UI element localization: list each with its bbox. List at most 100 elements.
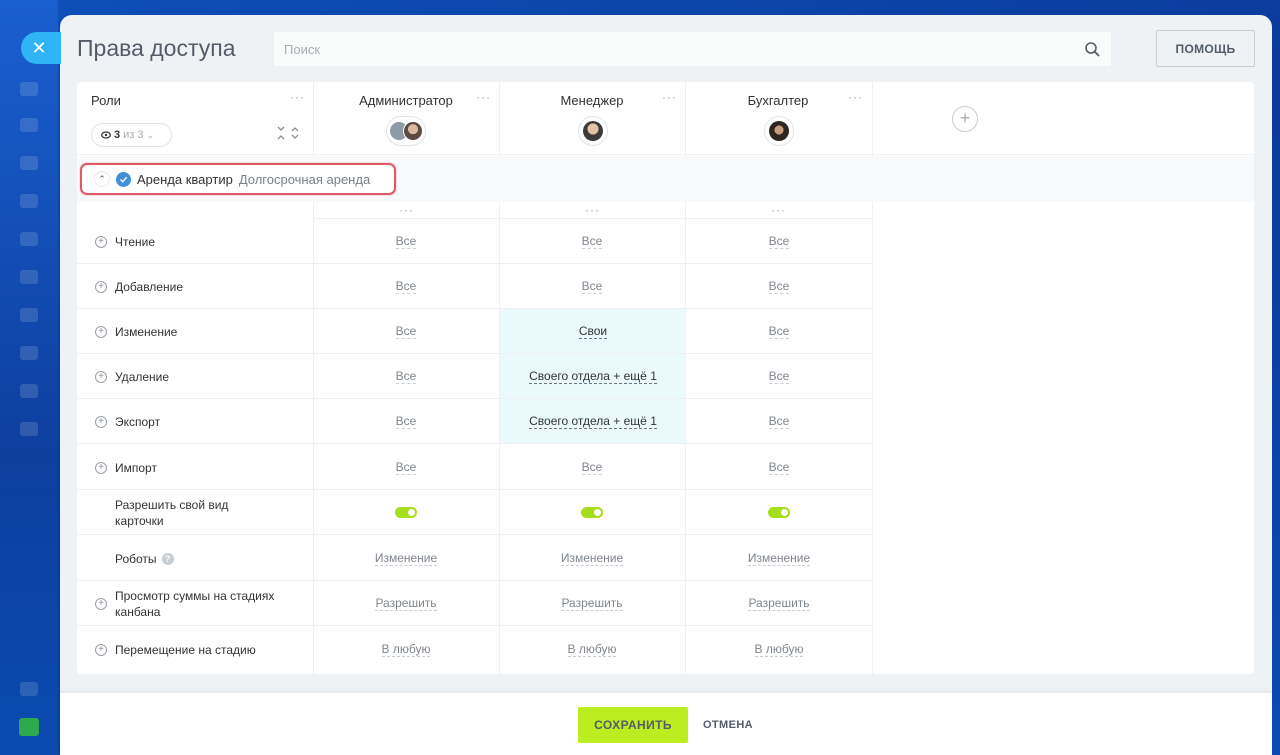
permission-row-move-stage: + Перемещение на стадию В любую В любую … <box>77 627 872 672</box>
expand-plus-icon[interactable]: + <box>95 415 107 428</box>
chevron-up-icon[interactable]: ⌃ <box>94 171 110 187</box>
permission-cell[interactable]: Все <box>768 413 790 429</box>
add-role-button[interactable]: + <box>952 106 978 132</box>
toggle-switch-on[interactable] <box>581 506 603 518</box>
permission-cell[interactable]: Все <box>768 459 790 475</box>
expand-plus-icon[interactable]: + <box>95 461 107 474</box>
role-name-accountant[interactable]: Бухгалтер <box>747 93 809 108</box>
permissions-table: Роли ··· 3 из 3 ⌄ Администратор ··· <box>77 82 1254 674</box>
section-role-more-icon[interactable]: ··· <box>771 203 786 217</box>
role-more-icon[interactable]: ··· <box>662 90 677 104</box>
permission-row-custom-card: Разрешить свой вид карточки <box>77 490 872 535</box>
permission-label: + Просмотр суммы на стадиях канбана <box>77 581 313 626</box>
permission-cell[interactable]: В любую <box>754 641 804 657</box>
search-icon[interactable] <box>1084 41 1101 58</box>
role-name-manager[interactable]: Менеджер <box>560 93 624 108</box>
cancel-button[interactable]: ОТМЕНА <box>696 707 760 743</box>
expand-plus-icon[interactable]: + <box>95 643 107 656</box>
permission-cell[interactable]: Разрешить <box>748 595 810 611</box>
toggle-switch-on[interactable] <box>768 506 790 518</box>
permission-row-edit: + Изменение Все Свои Все <box>77 309 872 354</box>
sidebar-icon <box>20 384 38 398</box>
permission-row-delete: + Удаление Все Своего отдела + ещё 1 Все <box>77 354 872 399</box>
crm-entity-icon <box>116 171 131 187</box>
permission-cell[interactable]: Все <box>581 278 603 294</box>
sidebar-icon <box>20 194 38 208</box>
sidebar-icon <box>20 82 38 96</box>
permission-cell[interactable]: Разрешить <box>375 595 437 611</box>
toggle-switch-on[interactable] <box>395 506 417 518</box>
page-title: Права доступа <box>77 35 236 61</box>
close-slider-button[interactable]: ✕ <box>21 32 61 64</box>
toggle-cell[interactable] <box>313 490 499 534</box>
permission-cell[interactable]: Все <box>395 278 417 294</box>
expand-plus-icon[interactable]: + <box>95 280 107 293</box>
user-avatar <box>769 121 789 141</box>
crm-section-header[interactable]: ⌃ Аренда квартир Долгосрочная аренда <box>80 163 396 195</box>
toggle-cell[interactable] <box>686 490 872 534</box>
permission-cell[interactable]: Все <box>395 368 417 384</box>
search-input[interactable] <box>274 32 1054 66</box>
section-title: Аренда квартир <box>137 171 233 187</box>
permission-cell[interactable]: Все <box>395 413 417 429</box>
permission-cell[interactable]: Все <box>768 278 790 294</box>
expand-plus-icon[interactable]: + <box>95 370 107 383</box>
permission-cell-changed[interactable]: Своего отдела + ещё 1 <box>500 354 686 398</box>
permission-cell[interactable]: В любую <box>567 641 617 657</box>
expand-plus-icon[interactable]: + <box>95 597 107 610</box>
section-role-more-icon[interactable]: ··· <box>399 203 414 217</box>
role-name-administrator[interactable]: Администратор <box>359 93 453 108</box>
permission-cell[interactable]: Все <box>768 323 790 339</box>
permission-cell-changed[interactable]: Своего отдела + ещё 1 <box>500 399 686 443</box>
panel-header: Права доступа ПОМОЩЬ <box>60 15 1272 81</box>
roles-more-icon[interactable]: ··· <box>290 90 305 104</box>
permission-cell[interactable]: Все <box>395 323 417 339</box>
permission-row-robots: Роботы ? Изменение Изменение Изменение <box>77 536 872 581</box>
collapse-rows-icon[interactable] <box>276 126 286 140</box>
role-more-icon[interactable]: ··· <box>476 90 491 104</box>
help-question-icon[interactable]: ? <box>161 552 174 565</box>
permission-cell[interactable]: Разрешить <box>561 595 623 611</box>
role-members-administrator[interactable] <box>386 116 426 146</box>
permission-cell[interactable]: Все <box>395 233 417 249</box>
permission-cell[interactable]: Изменение <box>374 550 438 566</box>
visible-roles-filter[interactable]: 3 из 3 ⌄ <box>91 123 172 147</box>
permission-cell[interactable]: Все <box>581 233 603 249</box>
sidebar-icon <box>20 682 38 696</box>
permission-cell[interactable]: В любую <box>381 641 431 657</box>
permission-label: + Удаление <box>77 354 313 399</box>
expand-plus-icon[interactable]: + <box>95 235 107 248</box>
sidebar-icon <box>20 422 38 436</box>
section-role-more-icon[interactable]: ··· <box>585 203 600 217</box>
user-avatar <box>403 121 423 141</box>
column-divider <box>872 82 873 674</box>
footer-bar: СОХРАНИТЬ ОТМЕНА <box>60 693 1272 755</box>
role-members-manager[interactable] <box>578 116 608 146</box>
help-button[interactable]: ПОМОЩЬ <box>1156 30 1255 67</box>
save-button[interactable]: СОХРАНИТЬ <box>578 707 688 743</box>
permission-cell[interactable]: Изменение <box>747 550 811 566</box>
permission-cell[interactable]: Изменение <box>560 550 624 566</box>
permission-cell[interactable]: Все <box>395 459 417 475</box>
sidebar-icon <box>20 156 38 170</box>
roles-column-title: Роли <box>91 93 121 108</box>
role-members-accountant[interactable] <box>764 116 794 146</box>
expand-plus-icon[interactable]: + <box>95 325 107 338</box>
permission-cell[interactable]: Все <box>581 459 603 475</box>
table-header: Роли ··· 3 из 3 ⌄ Администратор ··· <box>77 82 1254 155</box>
sidebar-icon <box>20 232 38 246</box>
role-more-icon[interactable]: ··· <box>848 90 863 104</box>
permission-label: + Изменение <box>77 309 313 354</box>
chevron-down-icon: ⌄ <box>146 129 155 140</box>
permission-cell-changed[interactable]: Свои <box>500 309 686 353</box>
permission-label: Роботы ? <box>77 536 313 581</box>
permission-label: + Добавление <box>77 264 313 309</box>
background-sidebar <box>0 0 58 755</box>
permission-cell[interactable]: Все <box>768 368 790 384</box>
permission-row-kanban-sum: + Просмотр суммы на стадиях канбана Разр… <box>77 581 872 626</box>
expand-rows-icon[interactable] <box>290 126 300 140</box>
toggle-cell[interactable] <box>499 490 685 534</box>
permission-label: + Перемещение на стадию <box>77 627 313 672</box>
permission-cell[interactable]: Все <box>768 233 790 249</box>
sidebar-icon <box>20 346 38 360</box>
